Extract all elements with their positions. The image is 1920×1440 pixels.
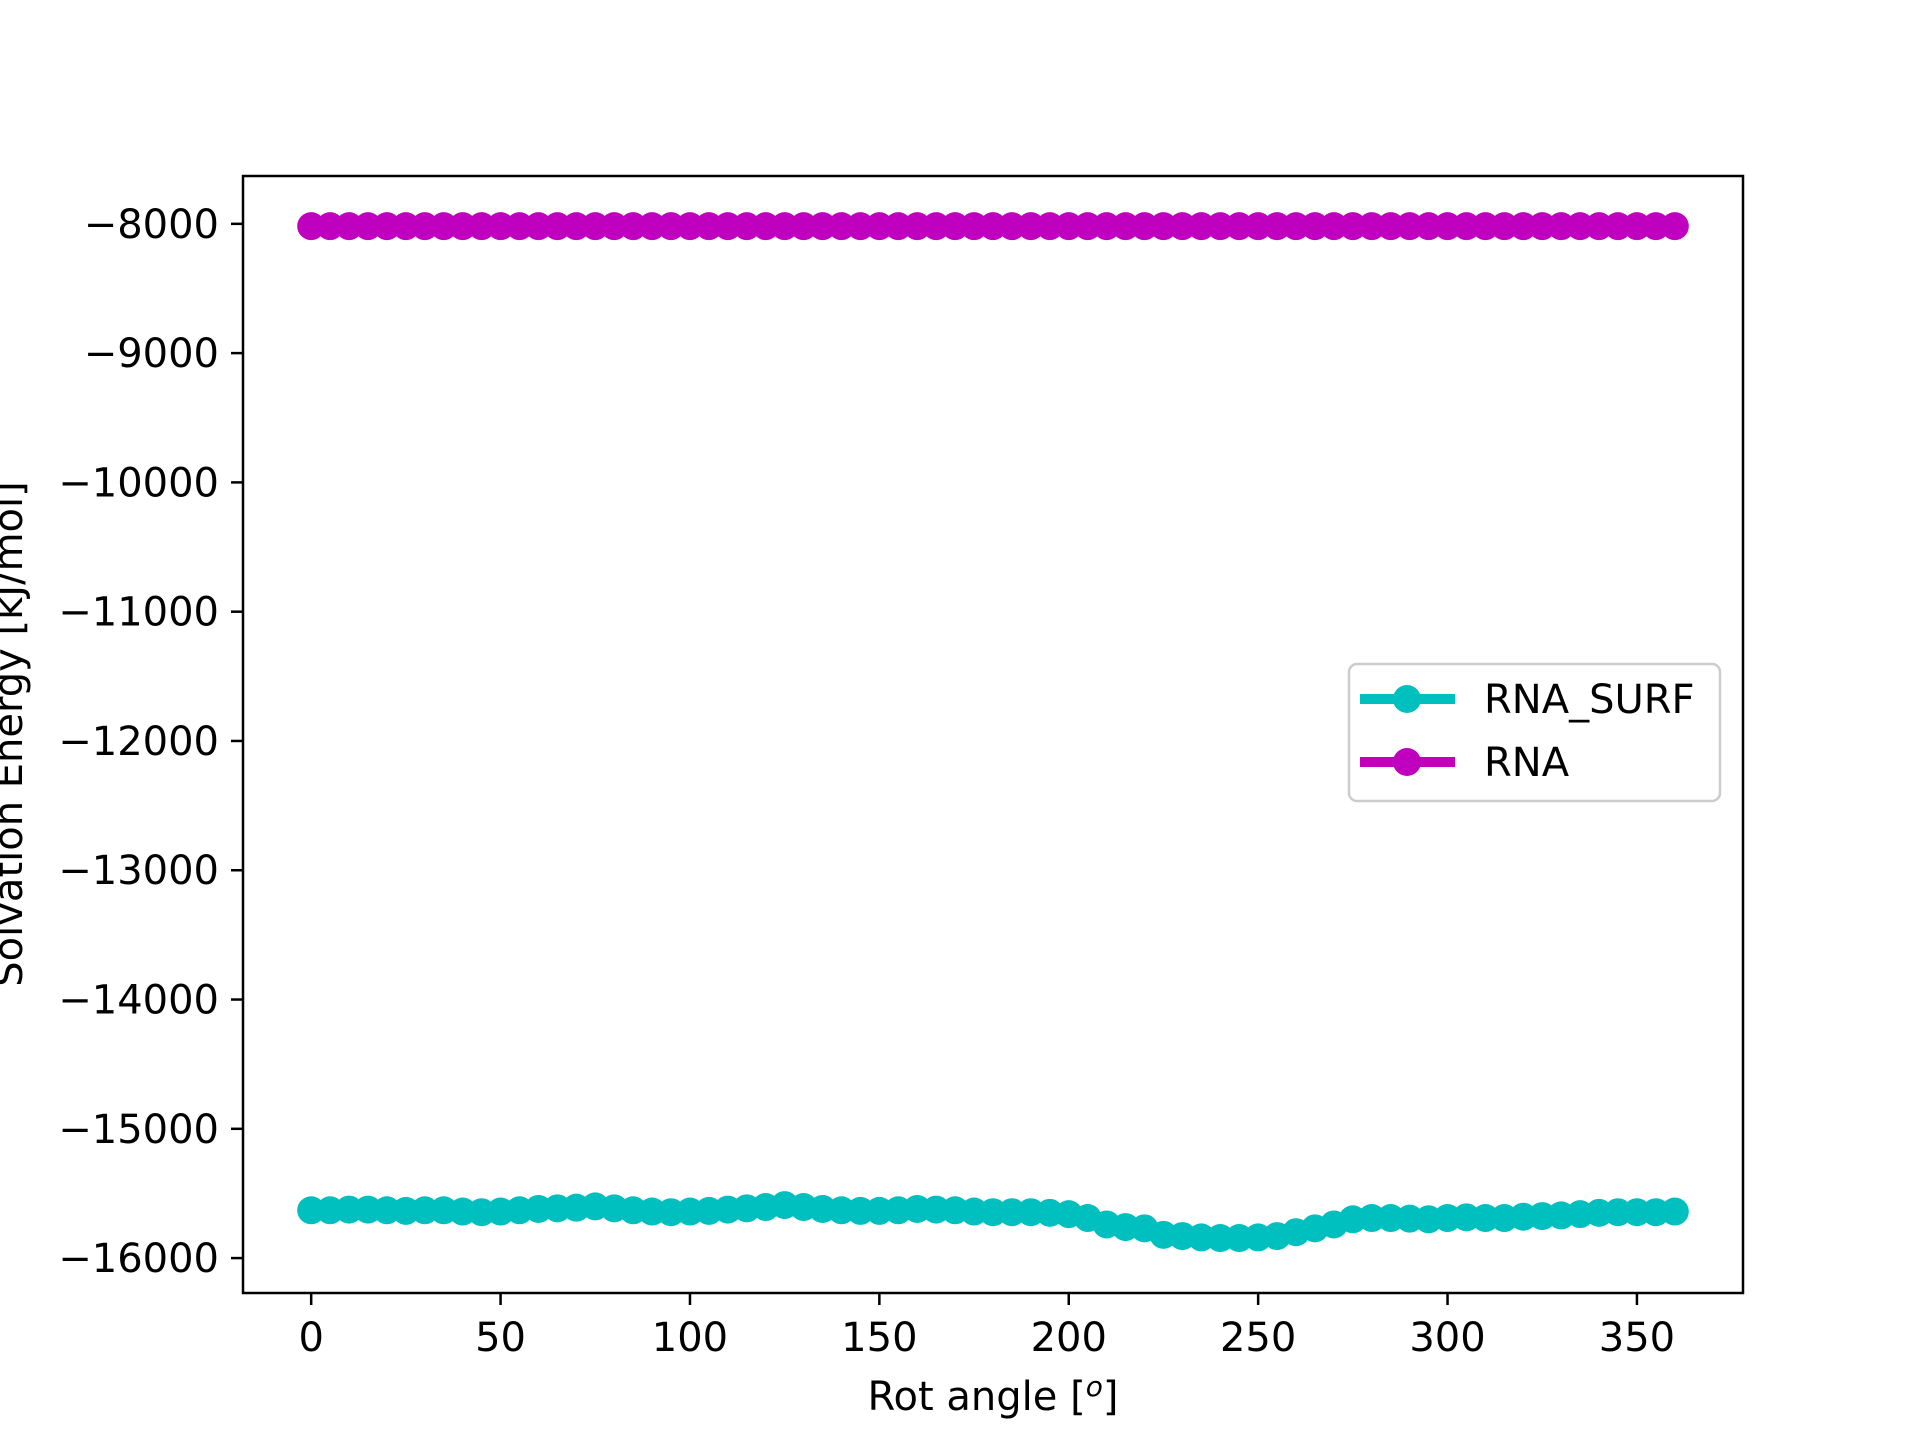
- x-tick-label: 200: [1031, 1315, 1107, 1361]
- y-tick-label: −8000: [84, 202, 219, 248]
- legend-swatch-marker-rna-surf: [1393, 685, 1421, 713]
- y-tick-label: −9000: [84, 331, 219, 377]
- legend-label-rna-surf: RNA_SURF: [1484, 677, 1695, 723]
- x-axis: 0 50 100 150 200 250 300 350: [298, 1293, 1675, 1361]
- legend-swatch-marker-rna: [1393, 748, 1421, 776]
- x-axis-title-superscript: o: [1086, 1370, 1103, 1403]
- x-tick-label: 0: [298, 1315, 323, 1361]
- x-tick-label: 300: [1409, 1315, 1485, 1361]
- x-tick-label: 250: [1220, 1315, 1296, 1361]
- x-axis-title: Rot angle [o]: [868, 1370, 1119, 1420]
- y-tick-label: −10000: [58, 460, 219, 506]
- y-axis-title: Solvation Energy [kJ/mol]: [0, 481, 32, 986]
- x-axis-title-end: ]: [1103, 1374, 1119, 1420]
- x-tick-label: 100: [652, 1315, 728, 1361]
- y-axis: −8000 −9000 −10000 −11000 −12000 −13000 −14000…: [58, 202, 243, 1282]
- x-tick-label: 50: [475, 1315, 526, 1361]
- plot-frame: [241, 174, 1745, 1295]
- legend: RNA_SURF RNA: [1347, 662, 1722, 803]
- y-tick-label: −11000: [58, 590, 219, 636]
- x-tick-label: 150: [841, 1315, 917, 1361]
- legend-label-rna: RNA: [1484, 740, 1570, 786]
- y-tick-label: −14000: [58, 978, 219, 1024]
- x-tick-label: 350: [1599, 1315, 1675, 1361]
- series-layer: [297, 212, 1689, 1253]
- y-tick-label: −16000: [58, 1236, 219, 1282]
- y-tick-label: −13000: [58, 848, 219, 894]
- data-point-rna-surf: [1660, 1197, 1689, 1226]
- y-tick-label: −15000: [58, 1107, 219, 1153]
- y-tick-label: −12000: [58, 719, 219, 765]
- data-point-rna: [1660, 212, 1689, 241]
- x-axis-title-base: Rot angle [: [868, 1374, 1086, 1420]
